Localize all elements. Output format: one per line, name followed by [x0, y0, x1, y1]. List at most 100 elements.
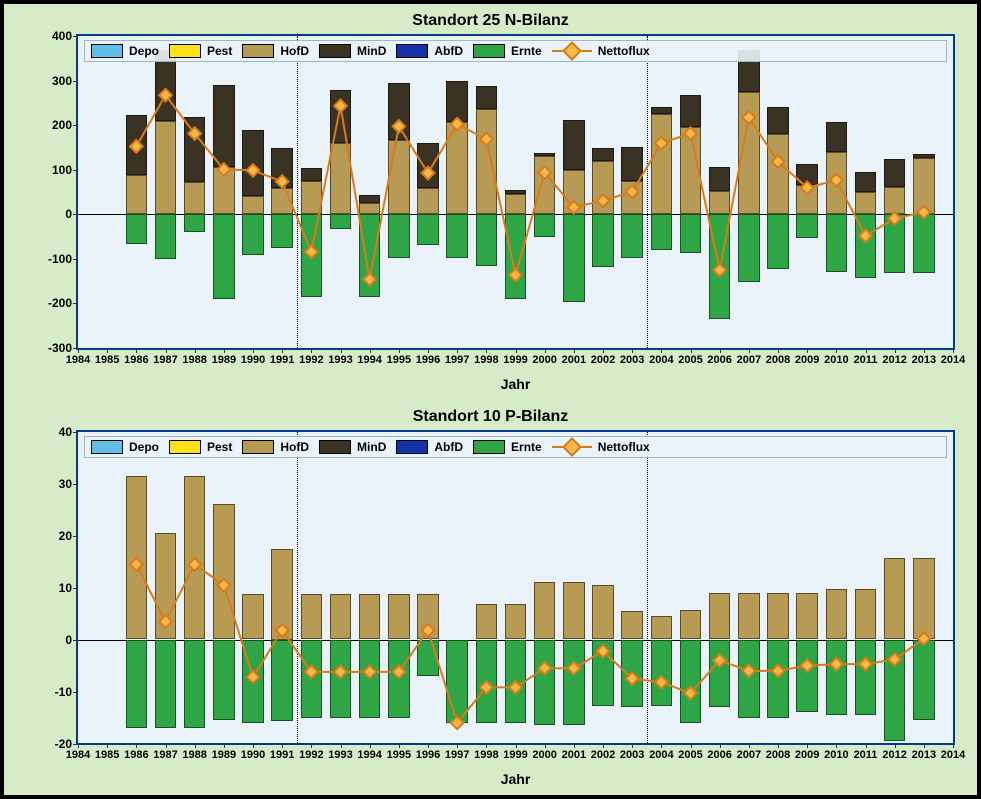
- x-tick-label: 2014: [941, 354, 965, 366]
- nettoflux-marker: [597, 194, 610, 207]
- legend-label: Pest: [207, 44, 232, 58]
- legend-label: HofD: [280, 44, 309, 58]
- nettoflux-marker: [772, 664, 785, 677]
- y-tick-label: 10: [32, 581, 72, 595]
- x-tick-label: 1989: [212, 749, 236, 761]
- x-tick-label: 1991: [270, 749, 294, 761]
- legend-item-mind: MinD: [319, 440, 386, 454]
- x-tick-label: 1986: [124, 354, 148, 366]
- x-tick-label: 1992: [299, 749, 323, 761]
- legend-item-nettoflux: Nettoflux: [552, 44, 650, 58]
- y-tick-label: 30: [32, 477, 72, 491]
- nettoflux-marker: [305, 665, 318, 678]
- legend-label: MinD: [357, 44, 386, 58]
- legend-item-hofd: HofD: [242, 44, 309, 58]
- nettoflux-marker: [655, 675, 668, 688]
- x-tick-label: 2006: [707, 749, 731, 761]
- legend-item-hofd: HofD: [242, 440, 309, 454]
- nettoflux-marker: [334, 100, 347, 113]
- y-tick-label: 0: [32, 207, 72, 221]
- x-tick-label: 1988: [182, 354, 206, 366]
- nettoflux-marker: [684, 127, 697, 140]
- x-tick-label: 1984: [66, 749, 90, 761]
- chart-top-netto-line: [78, 36, 953, 348]
- x-tick-label: 1997: [445, 354, 469, 366]
- figure-frame: Standort 25 N-Bilanz Flux [ kg ha⁻¹ Jahr…: [0, 0, 981, 799]
- nettoflux-marker: [334, 665, 347, 678]
- x-tick-label: 2002: [591, 354, 615, 366]
- nettoflux-marker: [276, 623, 289, 636]
- nettoflux-marker: [567, 661, 580, 674]
- chart-top-title: Standort 25 N-Bilanz: [14, 10, 967, 30]
- legend-item-depo: Depo: [91, 44, 159, 58]
- chart-bottom-plot-area: DepoPestHofDMinDAbfDErnteNettoflux -20-1…: [76, 430, 955, 746]
- nettoflux-marker: [159, 615, 172, 628]
- nettoflux-line: [136, 564, 924, 722]
- nettoflux-marker: [538, 661, 551, 674]
- nettoflux-marker: [509, 269, 522, 282]
- nettoflux-marker: [888, 653, 901, 666]
- x-tick-label: 1999: [503, 749, 527, 761]
- legend-label: MinD: [357, 440, 386, 454]
- x-tick-label: 1996: [416, 749, 440, 761]
- x-tick-label: 2000: [532, 749, 556, 761]
- legend-swatch: [473, 44, 505, 58]
- y-tick-label: -10: [32, 685, 72, 699]
- x-tick-label: 1998: [474, 354, 498, 366]
- legend-item-pest: Pest: [169, 44, 232, 58]
- legend-label: AbfD: [434, 44, 463, 58]
- x-tick-label: 2004: [649, 749, 673, 761]
- x-tick-label: 2005: [678, 354, 702, 366]
- nettoflux-marker: [801, 659, 814, 672]
- nettoflux-marker: [305, 245, 318, 258]
- nettoflux-marker: [217, 578, 230, 591]
- nettoflux-marker: [742, 111, 755, 124]
- x-tick-label: 2003: [620, 354, 644, 366]
- x-tick-label: 1987: [153, 354, 177, 366]
- legend-swatch: [319, 440, 351, 454]
- nettoflux-marker: [859, 229, 872, 242]
- nettoflux-marker: [422, 623, 435, 636]
- chart-bottom-title: Standort 10 P-Bilanz: [14, 406, 967, 426]
- legend-label: Depo: [129, 440, 159, 454]
- nettoflux-marker: [830, 174, 843, 187]
- nettoflux-marker: [713, 264, 726, 277]
- x-tick-label: 2007: [737, 749, 761, 761]
- x-tick-label: 2010: [824, 749, 848, 761]
- nettoflux-marker: [917, 206, 930, 219]
- legend-label: Nettoflux: [598, 44, 650, 58]
- legend-swatch: [242, 440, 274, 454]
- nettoflux-marker: [451, 118, 464, 131]
- y-tick-label: 20: [32, 529, 72, 543]
- nettoflux-marker: [509, 681, 522, 694]
- x-tick-label: 1995: [387, 749, 411, 761]
- nettoflux-marker: [392, 665, 405, 678]
- legend-swatch: [396, 440, 428, 454]
- x-tick-label: 1991: [270, 354, 294, 366]
- x-tick-label: 2007: [737, 354, 761, 366]
- y-tick-label: 400: [32, 29, 72, 43]
- legend-label: AbfD: [434, 440, 463, 454]
- nettoflux-marker: [363, 665, 376, 678]
- chart-bottom-xlabel: Jahr: [76, 771, 955, 787]
- legend-item-pest: Pest: [169, 440, 232, 454]
- legend-swatch: [169, 44, 201, 58]
- x-tick-label: 2008: [766, 354, 790, 366]
- nettoflux-marker: [188, 558, 201, 571]
- legend-item-depo: Depo: [91, 440, 159, 454]
- chart-top-legend: DepoPestHofDMinDAbfDErnteNettoflux: [84, 40, 947, 62]
- legend-line-symbol: [552, 440, 592, 454]
- legend-swatch: [473, 440, 505, 454]
- x-tick-label: 2013: [912, 749, 936, 761]
- nettoflux-marker: [830, 657, 843, 670]
- x-tick-label: 2012: [882, 354, 906, 366]
- x-tick-label: 2005: [678, 749, 702, 761]
- x-tick-label: 1989: [212, 354, 236, 366]
- nettoflux-marker: [917, 632, 930, 645]
- x-tick-label: 2011: [854, 354, 878, 366]
- x-tick-label: 1986: [124, 749, 148, 761]
- nettoflux-marker: [888, 212, 901, 225]
- legend-item-nettoflux: Nettoflux: [552, 440, 650, 454]
- chart-top-xlabel: Jahr: [76, 376, 955, 392]
- chart-bottom-netto-line: [78, 432, 953, 744]
